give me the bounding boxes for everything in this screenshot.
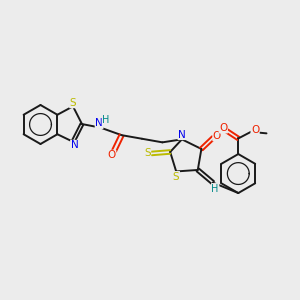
Text: S: S (70, 98, 76, 108)
Text: O: O (219, 123, 227, 133)
Text: N: N (95, 118, 103, 128)
Text: S: S (173, 172, 179, 182)
Text: O: O (108, 150, 116, 160)
Text: N: N (178, 130, 186, 140)
Text: S: S (144, 148, 151, 158)
Text: O: O (213, 131, 221, 141)
Text: H: H (212, 184, 219, 194)
Text: O: O (251, 125, 259, 135)
Text: H: H (102, 115, 110, 125)
Text: N: N (70, 140, 78, 150)
